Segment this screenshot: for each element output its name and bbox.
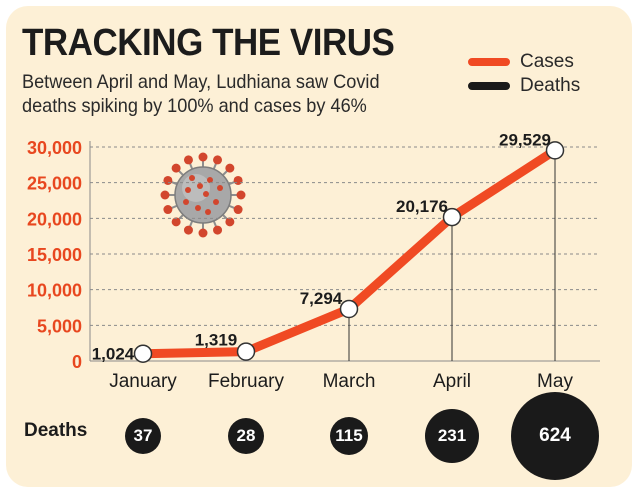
virus-spike-tip bbox=[160, 190, 170, 200]
virus-surface-dot bbox=[189, 175, 195, 181]
virus-surface-dot bbox=[183, 199, 189, 205]
virus-spike-tip bbox=[213, 155, 223, 165]
legend-swatch-cases bbox=[468, 58, 510, 66]
y-tick-label: 0 bbox=[72, 352, 82, 372]
data-point bbox=[339, 299, 359, 319]
y-tick-label: 15,000 bbox=[27, 245, 82, 265]
virus-spike-tip bbox=[198, 152, 208, 162]
virus-spike-tip bbox=[233, 205, 243, 215]
virus-spike-tip bbox=[225, 217, 235, 227]
chart-subtitle: Between April and May, Ludhiana saw Covi… bbox=[22, 71, 380, 117]
virus-spikes bbox=[160, 152, 246, 238]
virus-spike-tip bbox=[183, 155, 193, 165]
virus-surface-dot bbox=[195, 205, 201, 211]
death-bubble: 231 bbox=[425, 409, 479, 463]
x-tick-label: January bbox=[109, 371, 177, 392]
virus-spike-tip bbox=[225, 163, 235, 173]
death-bubble: 37 bbox=[125, 418, 161, 454]
data-point bbox=[236, 342, 256, 361]
chart-title: TRACKING THE VIRUS bbox=[22, 22, 395, 64]
legend-label-deaths: Deaths bbox=[520, 75, 581, 96]
data-label: 20,176 bbox=[396, 197, 448, 216]
x-tick-label: April bbox=[433, 371, 471, 392]
data-point bbox=[133, 344, 153, 363]
death-bubble: 28 bbox=[228, 418, 264, 454]
y-tick-label: 20,000 bbox=[27, 209, 82, 229]
x-tick-label: February bbox=[208, 371, 285, 392]
virus-spike-tip bbox=[163, 205, 173, 215]
virus-surface-dot bbox=[213, 199, 219, 205]
legend-item-deaths: Deaths bbox=[468, 74, 580, 98]
legend-swatch-deaths bbox=[468, 82, 510, 90]
y-tick-label: 25,000 bbox=[27, 174, 82, 194]
deaths-row-label: Deaths bbox=[24, 420, 88, 441]
virus-spike-tip bbox=[213, 225, 223, 235]
virus-surface-dot bbox=[207, 177, 213, 183]
virus-spike-tip bbox=[171, 217, 181, 227]
legend-item-cases: Cases bbox=[468, 50, 580, 74]
data-point bbox=[442, 207, 462, 227]
virus-surface-dot bbox=[203, 191, 209, 197]
virus-dots bbox=[183, 175, 223, 215]
x-tick-label: March bbox=[323, 371, 376, 392]
data-label: 1,319 bbox=[195, 331, 238, 350]
virus-spike-tip bbox=[183, 225, 193, 235]
legend: Cases Deaths bbox=[468, 50, 580, 98]
data-label: 7,294 bbox=[300, 289, 343, 308]
legend-label-cases: Cases bbox=[520, 51, 574, 72]
virus-surface-dot bbox=[217, 185, 223, 191]
virus-surface-dot bbox=[197, 183, 203, 189]
death-bubble: 624 bbox=[511, 392, 599, 480]
y-tick-label: 30,000 bbox=[27, 138, 82, 158]
y-tick-label: 5,000 bbox=[37, 316, 82, 336]
virus-surface-dot bbox=[185, 187, 191, 193]
x-tick-label: May bbox=[537, 371, 573, 392]
virus-spike-tip bbox=[198, 228, 208, 238]
virus-spike-tip bbox=[236, 190, 246, 200]
data-label: 29,529 bbox=[499, 130, 551, 149]
death-bubble: 115 bbox=[330, 417, 368, 455]
data-point bbox=[545, 141, 565, 160]
virus-spike-tip bbox=[171, 163, 181, 173]
virus-surface-dot bbox=[205, 209, 211, 215]
virus-shading bbox=[182, 174, 210, 202]
coronavirus-icon bbox=[160, 152, 246, 238]
y-tick-label: 10,000 bbox=[27, 281, 82, 301]
data-label: 1,024 bbox=[92, 345, 135, 364]
